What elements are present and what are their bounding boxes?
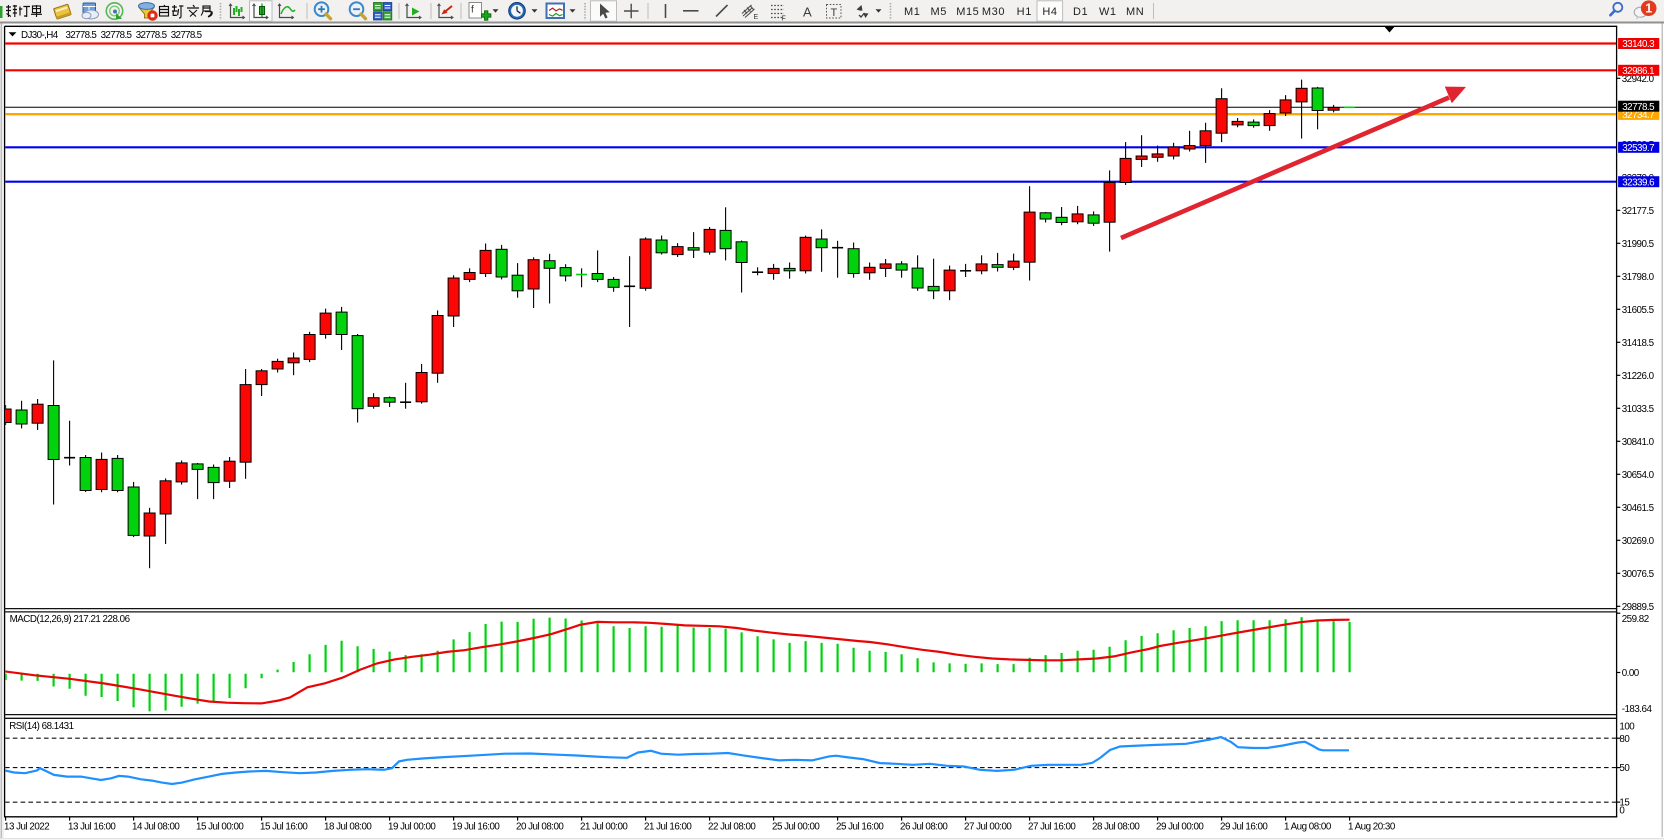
svg-text:31033.5: 31033.5 (1622, 404, 1655, 415)
svg-text:25 Jul 16:00: 25 Jul 16:00 (836, 821, 884, 832)
svg-text:100: 100 (1619, 722, 1635, 733)
svg-text:15 Jul 16:00: 15 Jul 16:00 (260, 821, 308, 832)
svg-text:21 Jul 00:00: 21 Jul 00:00 (580, 821, 628, 832)
svg-text:32986.1: 32986.1 (1622, 66, 1654, 77)
svg-text:DJ30-,H4: DJ30-,H4 (21, 30, 59, 41)
svg-text:15: 15 (1619, 798, 1630, 809)
svg-text:T: T (831, 7, 838, 19)
svg-text:29889.5: 29889.5 (1622, 602, 1655, 613)
svg-text:27 Jul 00:00: 27 Jul 00:00 (964, 821, 1012, 832)
svg-text:30654.0: 30654.0 (1622, 470, 1655, 481)
svg-text:50: 50 (1619, 763, 1630, 774)
svg-text:32177.5: 32177.5 (1622, 206, 1655, 217)
svg-text:32339.6: 32339.6 (1622, 177, 1655, 188)
svg-text:W1: W1 (1099, 6, 1117, 18)
svg-text:28 Jul 08:00: 28 Jul 08:00 (1092, 821, 1140, 832)
svg-text:19 Jul 16:00: 19 Jul 16:00 (452, 821, 500, 832)
svg-text:-183.64: -183.64 (1622, 704, 1653, 715)
svg-text:0: 0 (1619, 806, 1625, 817)
svg-text:M1: M1 (904, 6, 920, 18)
svg-text:259.82: 259.82 (1622, 614, 1649, 625)
svg-text:31798.0: 31798.0 (1622, 272, 1655, 283)
svg-text:f: f (471, 5, 474, 16)
svg-text:30269.0: 30269.0 (1622, 536, 1655, 547)
svg-text:MACD(12,26,9) 217.21 228.06: MACD(12,26,9) 217.21 228.06 (10, 614, 131, 625)
svg-text:26 Jul 08:00: 26 Jul 08:00 (900, 821, 948, 832)
svg-text:32778.5 32778.5 32778.5 32778.: 32778.5 32778.5 32778.5 32778.5 (66, 30, 203, 41)
svg-text:14 Jul 08:00: 14 Jul 08:00 (132, 821, 180, 832)
svg-text:1: 1 (1645, 2, 1652, 16)
svg-text:1 Aug 08:00: 1 Aug 08:00 (1284, 821, 1332, 832)
svg-text:M30: M30 (982, 6, 1005, 18)
svg-text:F: F (782, 16, 786, 23)
svg-text:19 Jul 00:00: 19 Jul 00:00 (388, 821, 436, 832)
svg-text:27 Jul 16:00: 27 Jul 16:00 (1028, 821, 1076, 832)
svg-text:25 Jul 00:00: 25 Jul 00:00 (772, 821, 820, 832)
svg-text:31990.5: 31990.5 (1622, 239, 1655, 250)
svg-text:0.00: 0.00 (1622, 668, 1640, 679)
svg-text:32539.7: 32539.7 (1622, 143, 1654, 154)
svg-text:MN: MN (1126, 6, 1144, 18)
svg-text:80: 80 (1619, 734, 1630, 745)
svg-text:21 Jul 16:00: 21 Jul 16:00 (644, 821, 692, 832)
svg-text:30841.0: 30841.0 (1622, 437, 1655, 448)
svg-text:1 Aug 20:30: 1 Aug 20:30 (1348, 821, 1396, 832)
svg-text:18 Jul 08:00: 18 Jul 08:00 (324, 821, 372, 832)
svg-text:30461.5: 30461.5 (1622, 503, 1655, 514)
svg-text:20 Jul 08:00: 20 Jul 08:00 (516, 821, 564, 832)
svg-text:32942.0: 32942.0 (1622, 74, 1655, 85)
svg-text:13 Jul 16:00: 13 Jul 16:00 (68, 821, 116, 832)
svg-text:H1: H1 (1017, 6, 1032, 18)
svg-text:32778.5: 32778.5 (1622, 102, 1655, 113)
svg-text:D1: D1 (1073, 6, 1088, 18)
svg-text:13 Jul 2022: 13 Jul 2022 (4, 821, 49, 832)
svg-text:M15: M15 (956, 6, 979, 18)
svg-text:33140.3: 33140.3 (1622, 39, 1655, 50)
svg-text:A: A (803, 5, 812, 20)
svg-text:32734.7: 32734.7 (1622, 110, 1654, 121)
svg-text:31605.5: 31605.5 (1622, 305, 1655, 316)
svg-text:15 Jul 00:00: 15 Jul 00:00 (196, 821, 244, 832)
svg-text:M5: M5 (930, 6, 946, 18)
svg-text:31418.5: 31418.5 (1622, 338, 1655, 349)
svg-text:31226.0: 31226.0 (1622, 371, 1655, 382)
svg-text:29 Jul 16:00: 29 Jul 16:00 (1220, 821, 1268, 832)
svg-text:30076.5: 30076.5 (1622, 569, 1655, 580)
svg-text:H4: H4 (1042, 6, 1057, 18)
svg-text:RSI(14) 68.1431: RSI(14) 68.1431 (9, 721, 73, 732)
svg-text:29 Jul 00:00: 29 Jul 00:00 (1156, 821, 1204, 832)
svg-text:22 Jul 08:00: 22 Jul 08:00 (708, 821, 756, 832)
svg-text:E: E (754, 14, 759, 21)
